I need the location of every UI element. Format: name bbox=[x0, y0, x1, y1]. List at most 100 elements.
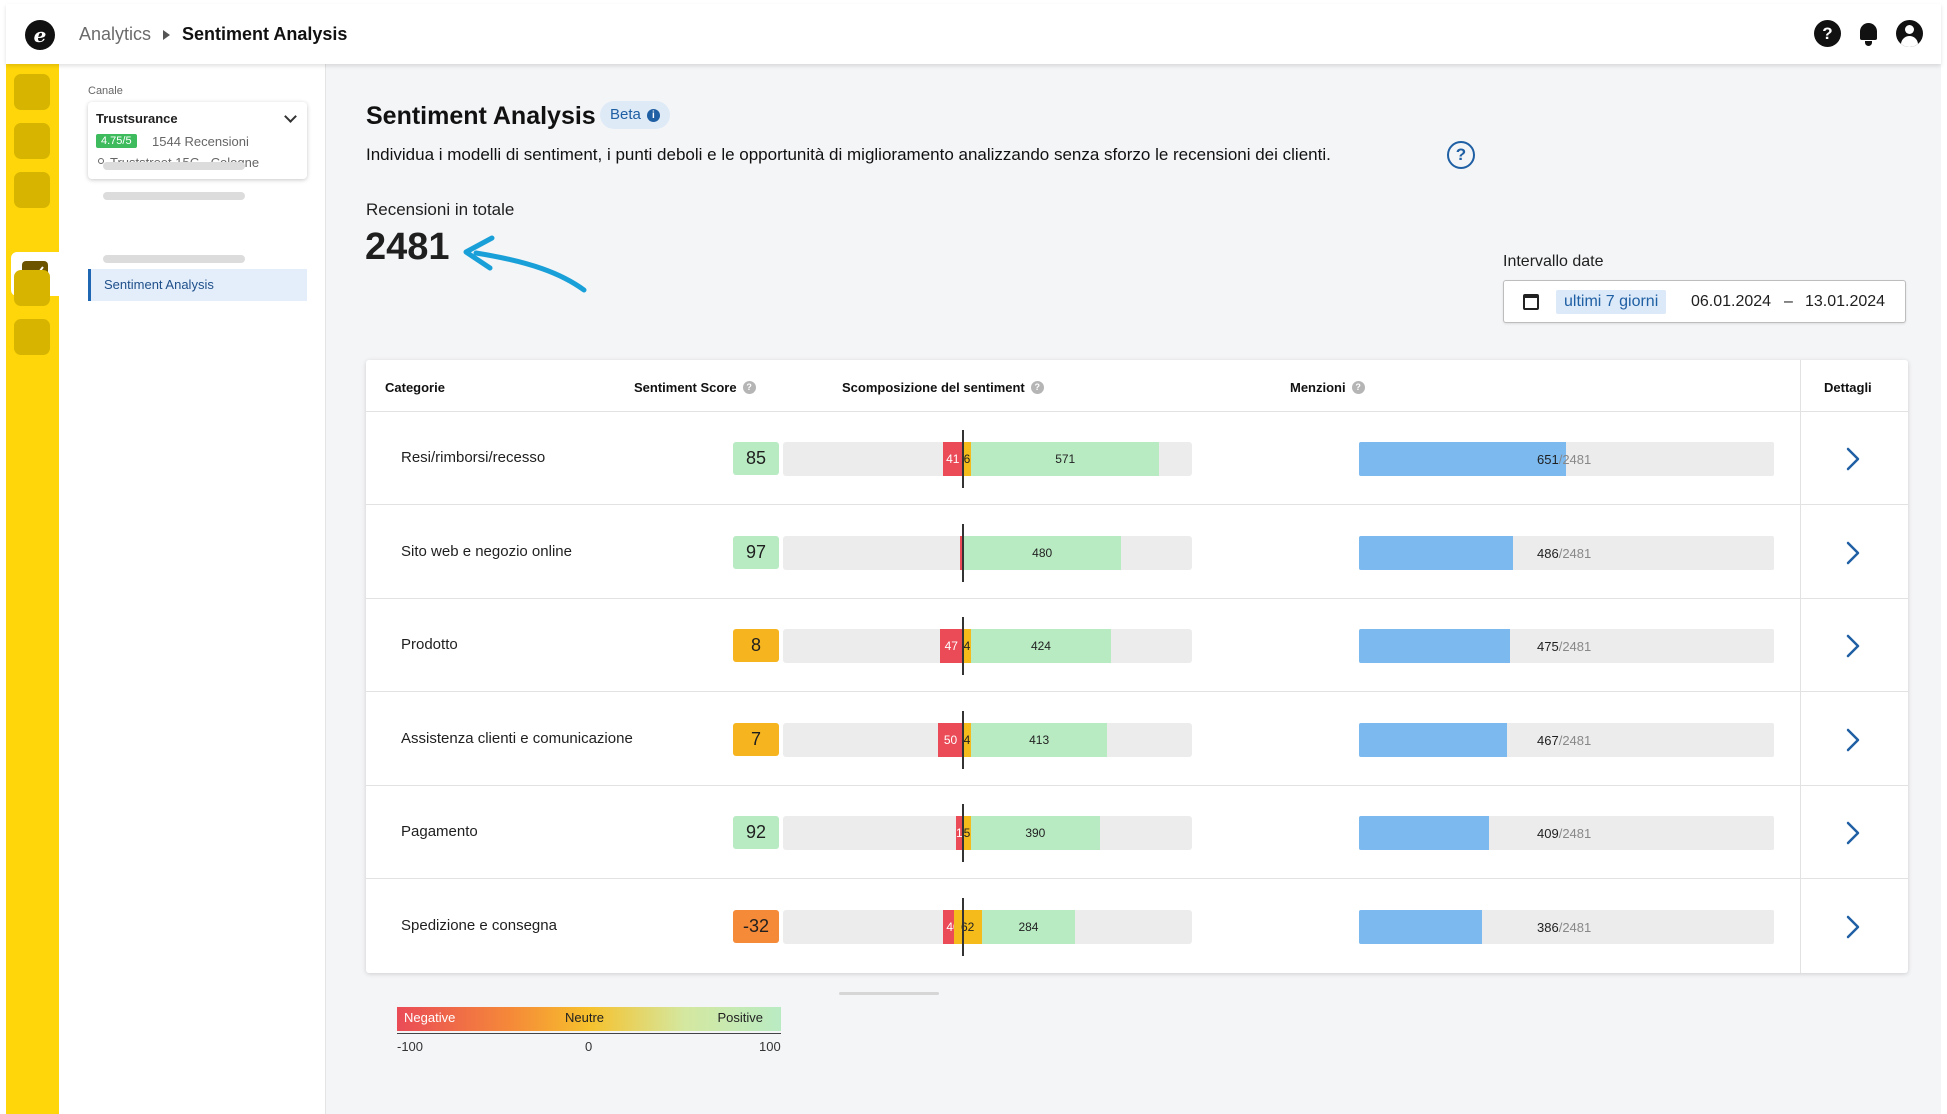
segment-negative: 50 bbox=[938, 722, 963, 757]
rail-item-6[interactable] bbox=[14, 319, 50, 355]
breakdown-info-icon[interactable]: ? bbox=[1030, 381, 1044, 394]
table-row[interactable]: Assistenza clienti e comunicazione 7 50 4 41… bbox=[366, 693, 1908, 786]
page-title: Sentiment Analysis bbox=[366, 102, 596, 130]
segment-neutral: 5 bbox=[963, 816, 971, 850]
segment-neutral: 4 bbox=[963, 629, 971, 663]
table-row[interactable]: Resi/rimborsi/recesso 85 41 6 571 651/2481 bbox=[366, 412, 1908, 505]
chevron-right-icon[interactable] bbox=[1841, 728, 1865, 752]
row-sentiment-breakdown: 47 4 424 bbox=[783, 617, 1192, 675]
legend-axis bbox=[397, 1033, 781, 1034]
row-category: Pagamento bbox=[401, 823, 478, 840]
segment-neutral: 6 bbox=[963, 442, 971, 476]
table-row[interactable]: Prodotto 8 47 4 424 475/2481 bbox=[366, 599, 1908, 692]
table-row[interactable]: Sito web e negozio online 97 480 486/2481 bbox=[366, 506, 1908, 599]
segment-positive: 284 bbox=[981, 909, 1076, 944]
date-from: 06.01.2024 bbox=[1691, 293, 1772, 310]
chevron-right-icon[interactable] bbox=[1841, 634, 1865, 658]
date-separator: – bbox=[1784, 293, 1793, 310]
breadcrumb-separator-icon bbox=[163, 29, 171, 40]
nav-placeholder-2[interactable] bbox=[103, 192, 245, 200]
bell-icon[interactable] bbox=[1855, 20, 1882, 47]
zero-line bbox=[962, 804, 964, 862]
row-sentiment-breakdown: 50 4 413 bbox=[783, 710, 1192, 769]
row-category: Sito web e negozio online bbox=[401, 542, 572, 560]
mentions-text: 651/2481 bbox=[1537, 452, 1591, 467]
rail-item-5[interactable] bbox=[14, 270, 50, 306]
horizontal-scrollbar[interactable] bbox=[839, 992, 939, 995]
chevron-right-icon[interactable] bbox=[1841, 447, 1865, 471]
header-breakdown: Scomposizione del sentiment? bbox=[842, 380, 1044, 395]
nav-placeholder-1[interactable] bbox=[103, 162, 245, 170]
channel-panel: Canale Trustsurance 4.75/5 1544 Recensio… bbox=[59, 64, 326, 1114]
help-circle-icon[interactable]: ? bbox=[1447, 141, 1475, 169]
mentions-fill bbox=[1359, 442, 1566, 476]
info-icon[interactable]: i bbox=[646, 108, 660, 122]
page-description: Individua i modelli di sentiment, i punt… bbox=[366, 145, 1331, 164]
legend-gradient: Negative Neutre Positive bbox=[397, 1007, 781, 1031]
segment-negative: 47 bbox=[939, 629, 963, 663]
segment-positive: 413 bbox=[971, 722, 1108, 757]
segment-positive: 480 bbox=[963, 535, 1122, 570]
header-category: Categorie bbox=[385, 380, 445, 395]
main-nav-rail bbox=[6, 64, 65, 1114]
rating-badge: 4.75/5 bbox=[96, 134, 137, 148]
app-logo[interactable]: e bbox=[25, 20, 55, 50]
row-sentiment-score: 92 bbox=[733, 816, 779, 849]
rail-item-1[interactable] bbox=[14, 74, 50, 110]
details-divider bbox=[1800, 360, 1801, 973]
channel-label: Canale bbox=[88, 85, 123, 97]
mentions-text: 475/2481 bbox=[1537, 639, 1591, 654]
nav-item-sentiment-analysis[interactable]: Sentiment Analysis bbox=[88, 269, 307, 301]
row-sentiment-breakdown: 480 bbox=[783, 523, 1192, 582]
mentions-fill bbox=[1359, 535, 1514, 570]
score-info-icon[interactable]: ? bbox=[742, 381, 756, 394]
table-row[interactable]: Spedizione e consegna -324062284 386/2481 bbox=[366, 880, 1908, 973]
rail-item-3[interactable] bbox=[14, 172, 50, 208]
zero-line bbox=[962, 430, 964, 488]
help-icon[interactable]: ? bbox=[1814, 20, 1841, 47]
beta-badge[interactable]: Beta i bbox=[600, 101, 670, 129]
legend-negative: Negative bbox=[404, 1010, 456, 1025]
segment-negative: 41 bbox=[942, 442, 963, 476]
mentions-text: 409/2481 bbox=[1537, 826, 1591, 841]
date-preset-chip[interactable]: ultimi 7 giorni bbox=[1556, 290, 1667, 314]
chevron-right-icon[interactable] bbox=[1841, 821, 1865, 845]
row-sentiment-breakdown: 4062284 bbox=[783, 897, 1192, 956]
sentiment-table: Categorie Sentiment Score? Scomposizione… bbox=[366, 360, 1908, 973]
mentions-fill bbox=[1359, 722, 1508, 757]
breadcrumb-parent[interactable]: Analytics bbox=[79, 24, 152, 44]
chevron-down-icon[interactable] bbox=[284, 110, 297, 123]
header-mentions: Menzioni? bbox=[1290, 380, 1365, 395]
mentions-count: 409 bbox=[1537, 826, 1559, 841]
user-icon[interactable] bbox=[1896, 20, 1923, 47]
row-mentions-bar: 386/2481 bbox=[1359, 909, 1774, 944]
legend-neutral: Neutre bbox=[565, 1010, 605, 1025]
chevron-right-icon[interactable] bbox=[1841, 541, 1865, 565]
chevron-right-icon[interactable] bbox=[1841, 915, 1865, 939]
mentions-count: 651 bbox=[1537, 452, 1559, 467]
nav-item-label: Sentiment Analysis bbox=[104, 277, 214, 292]
top-icons: ? bbox=[1814, 20, 1923, 47]
rail-item-2[interactable] bbox=[14, 123, 50, 159]
segment-positive: 424 bbox=[971, 629, 1111, 663]
legend-min: -100 bbox=[397, 1039, 424, 1054]
table-row[interactable]: Pagamento92145390409/2481 bbox=[366, 786, 1908, 879]
row-category: Spedizione e consegna bbox=[401, 916, 557, 934]
header-details: Dettagli bbox=[1824, 380, 1872, 395]
mentions-text: 467/2481 bbox=[1537, 733, 1591, 748]
channel-name: Trustsurance bbox=[96, 111, 178, 126]
segment-positive: 390 bbox=[971, 816, 1100, 850]
reviews-count: 1544 Recensioni bbox=[152, 134, 249, 149]
mentions-total: /2481 bbox=[1558, 452, 1592, 467]
mentions-info-icon[interactable]: ? bbox=[1351, 381, 1365, 394]
row-category: Resi/rimborsi/recesso bbox=[401, 449, 546, 466]
row-mentions-bar: 467/2481 bbox=[1359, 722, 1774, 757]
nav-placeholder-3[interactable] bbox=[103, 255, 245, 263]
mentions-total: /2481 bbox=[1558, 919, 1592, 935]
row-mentions-bar: 486/2481 bbox=[1359, 535, 1774, 570]
date-range-picker[interactable]: ultimi 7 giorni 06.01.2024 – 13.01.2024 bbox=[1503, 280, 1906, 323]
segment-neutral: 4 bbox=[963, 722, 971, 757]
header-divider bbox=[366, 411, 1908, 412]
row-category: Prodotto bbox=[401, 636, 458, 653]
breadcrumb: Analytics Sentiment Analysis bbox=[79, 24, 347, 45]
